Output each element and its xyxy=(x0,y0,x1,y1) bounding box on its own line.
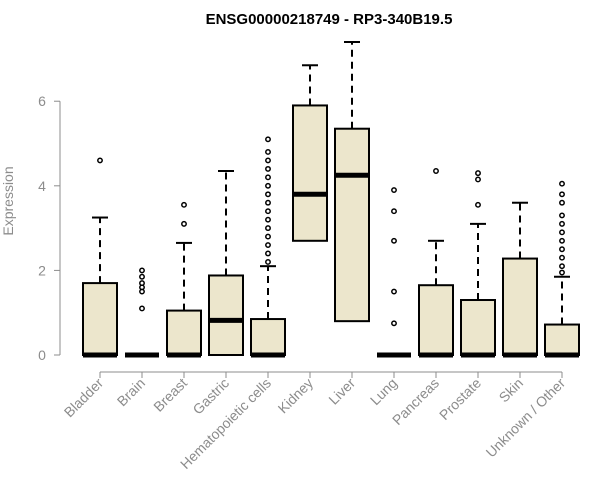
outlier-point xyxy=(559,246,565,253)
outlier-point xyxy=(265,242,271,248)
outlier-point xyxy=(391,288,397,295)
outlier-point xyxy=(139,267,145,274)
outlier-point xyxy=(559,180,565,187)
outlier-point xyxy=(265,258,271,265)
box-brain xyxy=(125,267,159,358)
y-tick-label: 0 xyxy=(38,347,46,363)
y-axis: 0 2 4 6 xyxy=(38,93,61,363)
box-gastric xyxy=(208,170,244,356)
outlier-point xyxy=(559,254,565,261)
iqr-box xyxy=(460,299,496,357)
outlier-point xyxy=(265,208,271,215)
box-lung xyxy=(377,187,411,358)
outlier-point xyxy=(265,157,271,164)
iqr-box xyxy=(292,104,328,242)
outlier-point xyxy=(265,233,271,240)
outlier-point xyxy=(265,149,271,155)
box-unknown-other xyxy=(544,180,580,358)
x-tick-label: Liver xyxy=(325,375,358,408)
x-tick-label: Kidney xyxy=(275,375,317,417)
outlier-point xyxy=(559,269,565,276)
iqr-box xyxy=(418,284,454,357)
outlier-point xyxy=(265,250,271,257)
iqr-box xyxy=(502,257,538,356)
x-tick-label: Pancreas xyxy=(389,375,442,428)
outlier-point xyxy=(139,305,145,312)
outlier-point xyxy=(559,220,565,227)
chart-title: ENSG00000218749 - RP3-340B19.5 xyxy=(206,11,453,28)
outlier-point xyxy=(559,191,565,198)
outlier-point xyxy=(265,182,271,189)
box-kidney xyxy=(292,64,328,242)
outlier-point xyxy=(559,199,565,206)
y-tick-label: 6 xyxy=(38,93,46,109)
y-axis-label: Expression xyxy=(0,166,16,235)
box-skin xyxy=(502,201,538,358)
outlier-point xyxy=(559,229,565,236)
box-pancreas xyxy=(418,168,454,358)
outlier-point xyxy=(475,170,481,177)
outlier-point xyxy=(559,263,565,270)
iqr-box xyxy=(544,323,580,357)
outlier-point xyxy=(265,174,271,181)
outlier-point xyxy=(559,237,565,244)
x-tick-label: Brain xyxy=(114,375,148,409)
x-tick-label: Breast xyxy=(150,375,190,415)
outlier-point xyxy=(97,157,103,164)
iqr-box xyxy=(82,282,118,357)
iqr-box xyxy=(166,309,202,356)
box-prostate xyxy=(460,170,496,358)
outlier-point xyxy=(181,220,187,227)
box-liver xyxy=(334,41,370,323)
outlier-point xyxy=(139,273,145,280)
x-tick-label: Bladder xyxy=(61,375,107,421)
outlier-point xyxy=(475,176,481,183)
boxes-group xyxy=(82,41,580,358)
outlier-point xyxy=(265,225,271,232)
outlier-point xyxy=(265,165,271,172)
y-tick-label: 2 xyxy=(38,262,46,278)
outlier-point xyxy=(391,237,397,244)
outlier-point xyxy=(265,216,271,223)
iqr-box xyxy=(334,127,370,323)
y-tick-label: 4 xyxy=(38,178,46,194)
x-tick-label: Prostate xyxy=(436,375,484,423)
outlier-point xyxy=(139,280,145,287)
outlier-point xyxy=(265,199,271,206)
outlier-point xyxy=(391,320,397,327)
iqr-box xyxy=(208,274,244,356)
x-tick-label: Lung xyxy=(367,375,400,408)
outlier-point xyxy=(391,208,397,215)
outlier-point xyxy=(265,191,271,198)
outlier-point xyxy=(433,168,439,174)
outlier-point xyxy=(265,136,271,143)
outlier-point xyxy=(475,201,481,208)
outlier-point xyxy=(181,201,187,208)
box-hematopoietic-cells xyxy=(250,136,286,358)
box-breast xyxy=(166,201,202,358)
box-bladder xyxy=(82,157,118,358)
outlier-point xyxy=(559,212,565,219)
x-tick-label: Unknown / Other xyxy=(483,375,569,461)
iqr-box xyxy=(250,318,286,357)
x-tick-label: Skin xyxy=(496,375,527,406)
outlier-point xyxy=(391,187,397,193)
